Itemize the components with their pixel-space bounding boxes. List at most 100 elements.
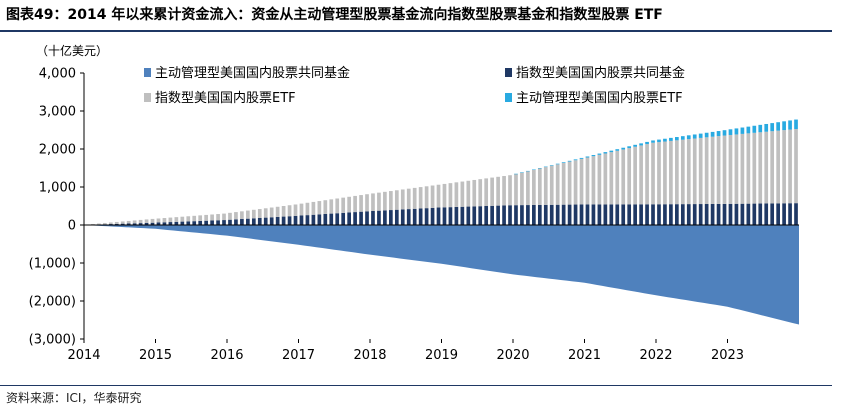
bar-active-etf (526, 170, 530, 172)
month-bar-group (400, 189, 405, 225)
bar-index-mf (734, 203, 739, 225)
bar-active-etf (740, 127, 745, 134)
month-bar-group (174, 217, 179, 225)
bar-index-etf (782, 130, 786, 204)
bar-active-etf (776, 122, 780, 131)
bar-index-mf (150, 222, 155, 225)
bar-index-mf (496, 205, 500, 225)
bar-index-etf (609, 152, 614, 205)
bar-index-etf (549, 165, 554, 205)
bar-index-etf (240, 211, 244, 220)
month-bar-group (758, 124, 763, 225)
bar-index-etf (210, 214, 214, 221)
bar-index-etf (675, 140, 679, 205)
month-bar-group (371, 193, 375, 225)
source-rule (0, 385, 832, 386)
bar-index-mf (639, 204, 643, 225)
figure-label: 图表49： (6, 7, 68, 23)
bar-index-etf (150, 218, 155, 223)
bar-index-etf (645, 144, 649, 205)
bar-index-mf (132, 223, 137, 225)
bar-index-etf (460, 181, 465, 207)
bar-active-etf (734, 128, 739, 135)
bar-index-mf (460, 206, 465, 225)
bar-index-etf (728, 134, 733, 204)
bar-active-etf (639, 143, 643, 146)
bar-index-mf (532, 204, 536, 225)
bar-index-etf (329, 199, 334, 214)
bar-index-etf (263, 208, 268, 218)
bar-index-etf (436, 184, 441, 208)
bar-index-etf (794, 129, 798, 204)
bar-index-etf (454, 182, 459, 207)
bar-index-etf (478, 179, 483, 207)
bar-index-etf (514, 173, 518, 206)
bar-index-mf (180, 221, 185, 225)
bar-index-mf (424, 208, 429, 225)
month-bar-group (454, 182, 459, 225)
month-bar-group (698, 133, 703, 225)
bar-index-etf (293, 204, 298, 216)
bars-layer (85, 119, 798, 226)
y-tick-label: 2,000 (39, 143, 76, 158)
bar-index-etf (198, 215, 203, 221)
x-tick-label: 2014 (67, 348, 100, 363)
bar-index-etf (520, 172, 524, 206)
bar-active-etf (722, 130, 727, 136)
bar-index-mf (746, 203, 751, 225)
month-bar-group (192, 215, 197, 225)
bar-index-mf (728, 203, 733, 225)
month-bar-group (460, 181, 465, 225)
bar-index-etf (722, 135, 727, 204)
bar-index-mf (251, 218, 256, 225)
month-bar-group (168, 217, 173, 225)
bar-index-etf (627, 148, 632, 205)
bar-index-etf (269, 207, 274, 218)
bar-index-etf (114, 221, 119, 224)
bar-index-mf (776, 203, 780, 225)
bar-index-etf (734, 134, 739, 204)
month-bar-group (144, 219, 149, 225)
bar-active-etf (579, 157, 584, 159)
month-bar-group (442, 183, 447, 225)
bar-index-mf (758, 203, 763, 225)
bar-index-mf (585, 204, 590, 225)
bar-index-mf (686, 204, 691, 225)
y-tick-label: 1,000 (39, 181, 76, 196)
bar-index-mf (347, 212, 351, 225)
bar-active-etf (597, 153, 602, 155)
bar-index-mf (502, 205, 506, 225)
month-bar-group (305, 202, 310, 225)
month-bar-group (549, 165, 554, 225)
bar-index-etf (633, 146, 637, 205)
month-bar-group (543, 166, 548, 225)
bar-index-mf (365, 211, 369, 225)
bar-active-etf (686, 135, 691, 140)
bar-index-etf (508, 175, 512, 206)
month-bar-group (746, 126, 751, 225)
month-bar-group (293, 204, 298, 225)
bar-index-mf (204, 220, 208, 225)
bar-index-mf (788, 203, 792, 225)
legend-swatch (505, 93, 512, 102)
bar-active-etf (794, 119, 798, 130)
bar-index-mf (281, 216, 286, 225)
bar-index-mf (430, 207, 435, 225)
bar-index-mf (377, 210, 381, 225)
month-bar-group (150, 218, 155, 225)
bar-index-etf (299, 203, 304, 216)
legend-label: 指数型美国国内股票共同基金 (516, 65, 685, 81)
bar-index-etf (603, 153, 608, 205)
bar-index-mf (198, 220, 203, 225)
bar-index-mf (222, 220, 226, 225)
bar-index-etf (371, 193, 375, 211)
month-bar-group (120, 221, 125, 225)
month-bar-group (257, 209, 262, 225)
month-bar-group (424, 186, 429, 225)
bar-index-etf (532, 169, 536, 205)
month-bar-group (484, 178, 489, 225)
bar-index-etf (555, 164, 560, 205)
month-bar-group (603, 152, 608, 225)
bar-active-etf (716, 131, 721, 137)
bar-active-etf (633, 144, 637, 147)
